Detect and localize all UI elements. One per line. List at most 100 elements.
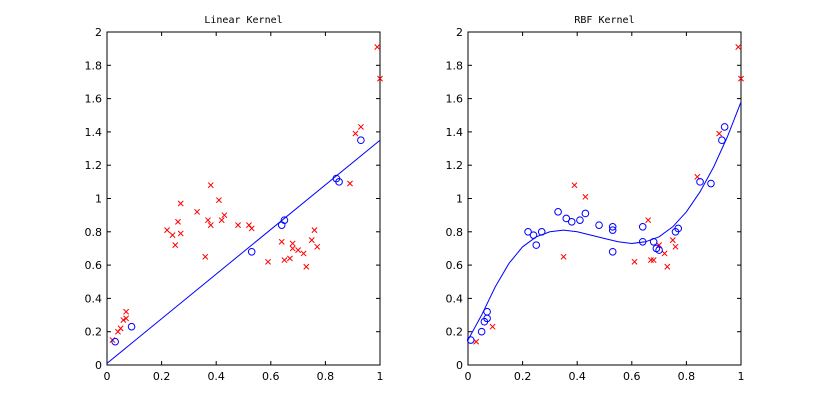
data-point-x [278, 238, 285, 245]
data-point-x [177, 200, 184, 207]
x-marker-stroke [289, 240, 296, 247]
x-marker-stroke [571, 182, 578, 189]
data-point-o [608, 247, 617, 256]
x-marker-stroke [117, 325, 124, 332]
data-point-x [177, 230, 184, 237]
x-marker-stroke [215, 197, 222, 204]
data-point-o [554, 208, 562, 216]
data-point-o [655, 246, 663, 254]
x-marker-stroke [377, 75, 383, 82]
x-marker-stroke [347, 180, 353, 187]
data-point-x [164, 227, 171, 234]
data-point-o [562, 214, 571, 223]
x-marker-stroke [582, 193, 589, 200]
data-point-x [172, 242, 179, 249]
y-tick-label: 1 [456, 193, 463, 206]
data-point-x [286, 255, 293, 262]
x-marker-stroke [308, 237, 315, 244]
data-point-x [205, 217, 211, 224]
x-marker-stroke [738, 75, 744, 82]
x-marker-stroke [295, 247, 302, 254]
data-point-o [674, 224, 683, 233]
x-marker-stroke [123, 315, 130, 322]
y-tick-label: 1.2 [85, 159, 103, 172]
x-marker-stroke [172, 242, 179, 249]
x-marker-stroke [664, 263, 671, 270]
x-marker-stroke [164, 227, 171, 234]
x-tick-label: 1 [738, 370, 745, 383]
data-point-o [718, 136, 726, 145]
data-point-o [696, 178, 704, 186]
y-tick-label: 0.6 [446, 259, 464, 272]
rbf-kernel-panel: RBF Kernel 0 0.2 0.4 0.6 0.8 1 0 0.2 0.4 0.6 0.8 1 1… [446, 15, 745, 383]
x-marker-stroke [120, 317, 127, 323]
data-point-x [374, 44, 381, 50]
data-point-o [335, 178, 343, 186]
x-tick-label: 0 [104, 370, 111, 383]
y-tick-label: 1.6 [446, 93, 464, 106]
fit-line [467, 101, 742, 341]
data-point-o [127, 322, 136, 331]
x-tick-label: 0.2 [153, 370, 171, 383]
y-tick-label: 1.4 [85, 126, 103, 139]
y-tick-label: 1.6 [85, 93, 103, 106]
x-marker-stroke [123, 308, 130, 315]
data-point-x [489, 323, 496, 330]
y-tick-label: 1.4 [446, 126, 464, 139]
x-tick-label: 0.8 [317, 370, 335, 383]
x-marker-stroke [207, 222, 214, 229]
data-point-x [735, 44, 742, 50]
x-marker-stroke [177, 200, 184, 207]
data-point-o [707, 179, 715, 188]
data-point-x [289, 240, 296, 247]
y-tick-label: 1.8 [446, 59, 464, 72]
x-marker-stroke [694, 173, 701, 180]
data-point-o [524, 228, 532, 236]
y-tick-label: 1.2 [446, 159, 464, 172]
data-point-x [120, 317, 127, 323]
data-point-o [280, 216, 289, 224]
x-marker-stroke [661, 250, 668, 257]
x-marker-stroke [631, 258, 638, 265]
data-point-x [669, 237, 676, 244]
data-point-x [647, 257, 654, 264]
x-marker-stroke [672, 243, 679, 250]
data-point-x [650, 257, 657, 264]
x-marker-stroke [207, 182, 214, 189]
x-marker-stroke [194, 208, 201, 215]
y-tick-label: 0.8 [446, 226, 464, 239]
fit-line [106, 139, 381, 364]
data-point-o [608, 223, 617, 231]
y-tick-label: 1.8 [85, 59, 103, 72]
y-tick-label: 0.4 [85, 292, 103, 305]
data-point-o [581, 209, 590, 218]
data-point-o [247, 247, 256, 256]
data-point-x [289, 245, 296, 252]
data-point-o [477, 327, 486, 336]
x-marker-stroke [246, 222, 252, 229]
data-point-x [347, 180, 353, 187]
axes-box [106, 31, 381, 366]
data-point-x [123, 315, 130, 322]
data-point-x [571, 182, 578, 189]
x-marker-stroke [177, 230, 184, 237]
x-marker-stroke [202, 253, 209, 260]
x-marker-stroke [281, 257, 288, 264]
data-point-x [308, 237, 315, 244]
x-marker-stroke [289, 245, 296, 252]
x-marker-stroke [265, 258, 272, 265]
x-tick-label: 0.4 [207, 370, 225, 383]
data-point-x [311, 227, 318, 234]
data-point-o [595, 221, 603, 229]
x-tick-label: 0.8 [678, 370, 696, 383]
x-marker-stroke [205, 217, 211, 224]
y-tick-label: 0 [95, 359, 102, 372]
chart-title: Linear Kernel [204, 15, 282, 26]
data-point-x [117, 325, 124, 332]
y-tick-label: 0.6 [85, 259, 103, 272]
x-marker-stroke [235, 222, 241, 229]
x-marker-stroke [647, 257, 654, 264]
x-marker-stroke [357, 123, 364, 130]
x-marker-stroke [716, 130, 723, 137]
